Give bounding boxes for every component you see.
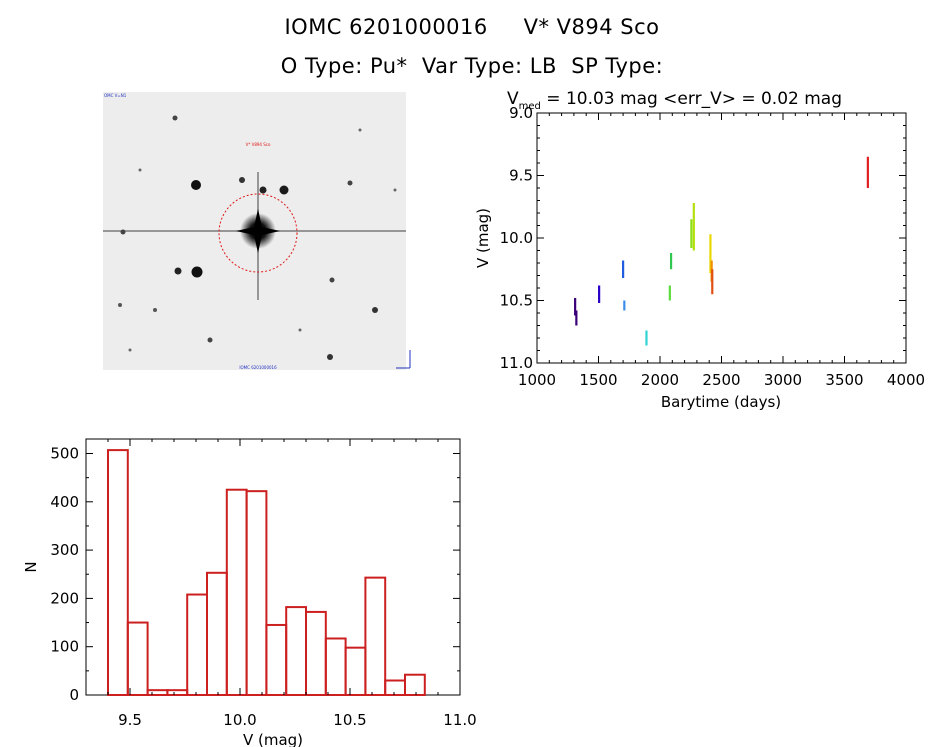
histogram-bar [384, 679, 407, 697]
histogram-bar [186, 593, 208, 697]
star [347, 180, 353, 186]
histogram-bar [265, 623, 288, 697]
histogram-bar [126, 621, 149, 697]
light-curve-x-axis-label: Barytime (days) [661, 393, 781, 411]
x-tick-label: 1500 [579, 371, 617, 389]
chart-title-line2: O Type: Pu* Var Type: LB SP Type: [280, 54, 664, 78]
histogram-chart: 9.5 10.0 10.5 11.0 0 100 200 300 400 500 V (mag)… [22, 438, 477, 747]
star [138, 168, 142, 172]
x-tick-label: 1000 [518, 371, 556, 389]
image-label-target: V* V894 Sco [246, 142, 271, 147]
star [393, 188, 397, 192]
light-curve-points [574, 156, 869, 346]
light-curve-title-prefix: V [507, 89, 519, 109]
histogram-bar [245, 490, 268, 697]
light-curve-axes-frame [536, 112, 907, 364]
x-tick-label: 3000 [764, 371, 802, 389]
x-tick-label: 10.5 [333, 711, 366, 729]
histogram-y-axis-label: N [22, 561, 40, 572]
target-star-core [236, 209, 280, 253]
histogram-bar [107, 449, 129, 696]
histogram-bars [107, 449, 426, 697]
y-tick-label: 10.5 [500, 292, 533, 310]
star [207, 337, 213, 343]
histogram-bar [206, 571, 228, 696]
light-curve-x-tick-labels: 1000 1500 2000 2500 3000 3500 4000 [518, 371, 925, 389]
star [191, 180, 201, 190]
x-tick-label: 11.0 [443, 711, 476, 729]
histogram-bar [324, 637, 347, 697]
y-tick-label: 500 [50, 444, 79, 462]
x-tick-label: 2500 [702, 371, 740, 389]
histogram-bar [305, 610, 327, 697]
y-tick-label: 9.5 [509, 167, 533, 185]
star [358, 128, 362, 132]
x-tick-label: 3500 [825, 371, 863, 389]
histogram-bar [225, 488, 248, 696]
y-tick-label: 200 [50, 589, 79, 607]
histogram-bar [344, 646, 367, 696]
star [327, 354, 333, 360]
star [174, 267, 182, 275]
histogram-axes-frame [85, 438, 461, 696]
histogram-bar [364, 576, 387, 696]
light-curve-ticks [536, 112, 907, 364]
star [372, 307, 378, 313]
star [172, 115, 178, 121]
image-label-bottom: IOMC 6201000016 [239, 365, 277, 370]
histogram-x-tick-labels: 9.5 10.0 10.5 11.0 [118, 711, 477, 729]
star [298, 328, 302, 332]
x-tick-label: 10.0 [223, 711, 256, 729]
y-tick-label: 11.0 [500, 354, 533, 372]
y-tick-label: 100 [50, 638, 79, 656]
x-tick-label: 2000 [641, 371, 679, 389]
light-curve-title: Vmed = 10.03 mag <err_V> = 0.02 mag [507, 89, 842, 112]
histogram-bar [166, 689, 189, 696]
light-curve-title-rest: = 10.03 mag <err_V> = 0.02 mag [541, 89, 842, 109]
star [120, 229, 126, 235]
histogram-ticks [85, 439, 461, 696]
light-curve-chart: Vmed = 10.03 mag <err_V> = 0.02 mag 1000… [474, 89, 925, 411]
light-curve-y-tick-labels: 9.0 9.5 10.0 10.5 11.0 [500, 104, 533, 372]
histogram-x-axis-label: V (mag) [243, 731, 303, 747]
y-tick-label: 9.0 [509, 104, 533, 122]
star-field [103, 115, 406, 360]
light-curve-title-subscript: med [519, 101, 541, 112]
histogram-bar [404, 673, 426, 696]
star [118, 303, 122, 307]
image-label-top-left: OMC V=N1 [104, 93, 127, 98]
x-tick-label: 4000 [887, 371, 925, 389]
star [259, 186, 267, 194]
star [239, 177, 245, 183]
light-curve-y-axis-label: V (mag) [474, 208, 492, 268]
target-circle [218, 193, 298, 273]
finder-image: OMC V=N1 V* V894 Sco IOMC 6201000016 [103, 92, 411, 370]
star [191, 266, 203, 278]
histogram-bar [146, 689, 169, 696]
star [279, 185, 289, 195]
star [329, 277, 335, 283]
histogram-bar [285, 606, 308, 697]
chart-title-line1: IOMC 6201000016 V* V894 Sco [284, 15, 660, 39]
star [128, 348, 132, 352]
x-tick-label: 9.5 [118, 711, 142, 729]
histogram-y-tick-labels: 0 100 200 300 400 500 [50, 444, 79, 704]
y-tick-label: 300 [50, 541, 79, 559]
y-tick-label: 400 [50, 493, 79, 511]
y-tick-label: 0 [69, 686, 79, 704]
star [153, 308, 157, 312]
y-tick-label: 10.0 [500, 229, 533, 247]
